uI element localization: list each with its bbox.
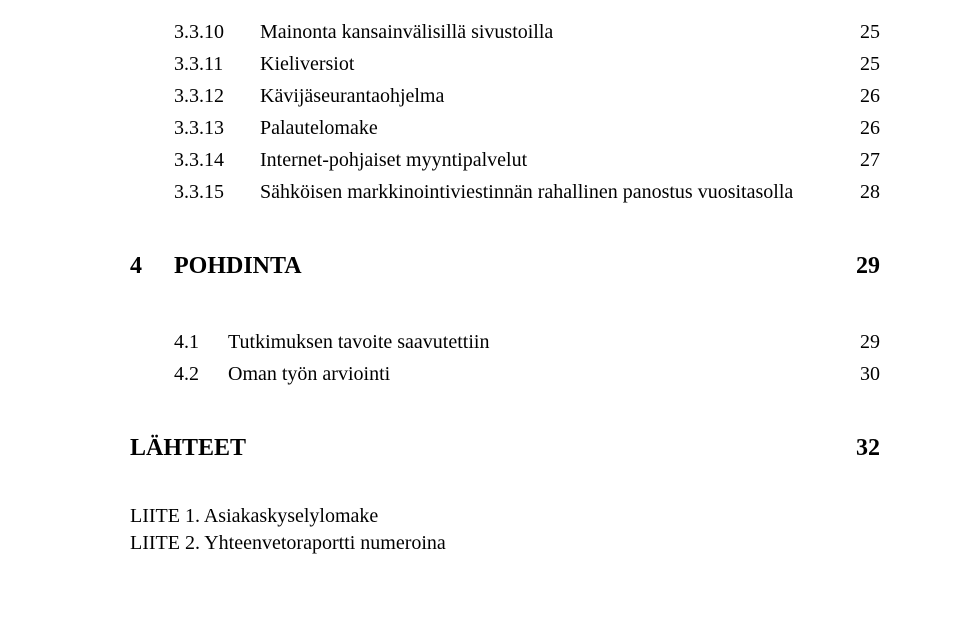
toc-subsection: 3.3.12 Kävijäseurantaohjelma 26: [130, 82, 880, 110]
toc-number: 3.3.12: [130, 82, 260, 110]
toc-appendix: LIITE 2. Yhteenvetoraportti numeroina: [130, 532, 880, 555]
toc-title: Internet-pohjaiset myyntipalvelut: [260, 146, 527, 174]
toc-title: Oman työn arviointi: [228, 360, 390, 388]
toc-number: 3.3.13: [130, 114, 260, 142]
toc-page: 25: [860, 50, 880, 78]
toc-page: 28: [860, 178, 880, 206]
toc-title: POHDINTA: [174, 250, 302, 284]
toc-title: LÄHTEET: [130, 432, 246, 466]
toc-page: 30: [860, 360, 880, 388]
toc-section: 4.2 Oman työn arviointi 30: [130, 360, 880, 388]
toc-page: 32: [856, 432, 880, 466]
toc-title: Kieliversiot: [260, 50, 354, 78]
toc-page: 29: [856, 250, 880, 284]
toc-page: 26: [860, 82, 880, 110]
toc-section: 4.1 Tutkimuksen tavoite saavutettiin 29: [130, 328, 880, 356]
toc-number: 3.3.14: [130, 146, 260, 174]
toc-subsection: 3.3.14 Internet-pohjaiset myyntipalvelut…: [130, 146, 880, 174]
toc-title: Kävijäseurantaohjelma: [260, 82, 444, 110]
toc-title: Tutkimuksen tavoite saavutettiin: [228, 328, 489, 356]
toc-title: Palautelomake: [260, 114, 378, 142]
toc-page: 27: [860, 146, 880, 174]
toc-subsection: 3.3.10 Mainonta kansainvälisillä sivusto…: [130, 18, 880, 46]
toc-page: 29: [860, 328, 880, 356]
toc-page: 26: [860, 114, 880, 142]
toc-page: 25: [860, 18, 880, 46]
toc-title: Mainonta kansainvälisillä sivustoilla: [260, 18, 553, 46]
toc-number: 3.3.15: [130, 178, 260, 206]
toc-number: 3.3.11: [130, 50, 260, 78]
toc-number: 4.2: [130, 360, 228, 388]
toc-references: LÄHTEET 32: [130, 432, 880, 466]
toc-appendix: LIITE 1. Asiakaskyselylomake: [130, 505, 880, 528]
toc-number: 4: [130, 250, 174, 284]
toc-number: 3.3.10: [130, 18, 260, 46]
toc-number: 4.1: [130, 328, 228, 356]
toc-subsection: 3.3.13 Palautelomake 26: [130, 114, 880, 142]
toc-chapter: 4 POHDINTA 29: [130, 250, 880, 284]
toc-subsection: 3.3.15 Sähköisen markkinointiviestinnän …: [130, 178, 880, 206]
toc-title: Sähköisen markkinointiviestinnän rahalli…: [260, 178, 793, 206]
toc-subsection: 3.3.11 Kieliversiot 25: [130, 50, 880, 78]
